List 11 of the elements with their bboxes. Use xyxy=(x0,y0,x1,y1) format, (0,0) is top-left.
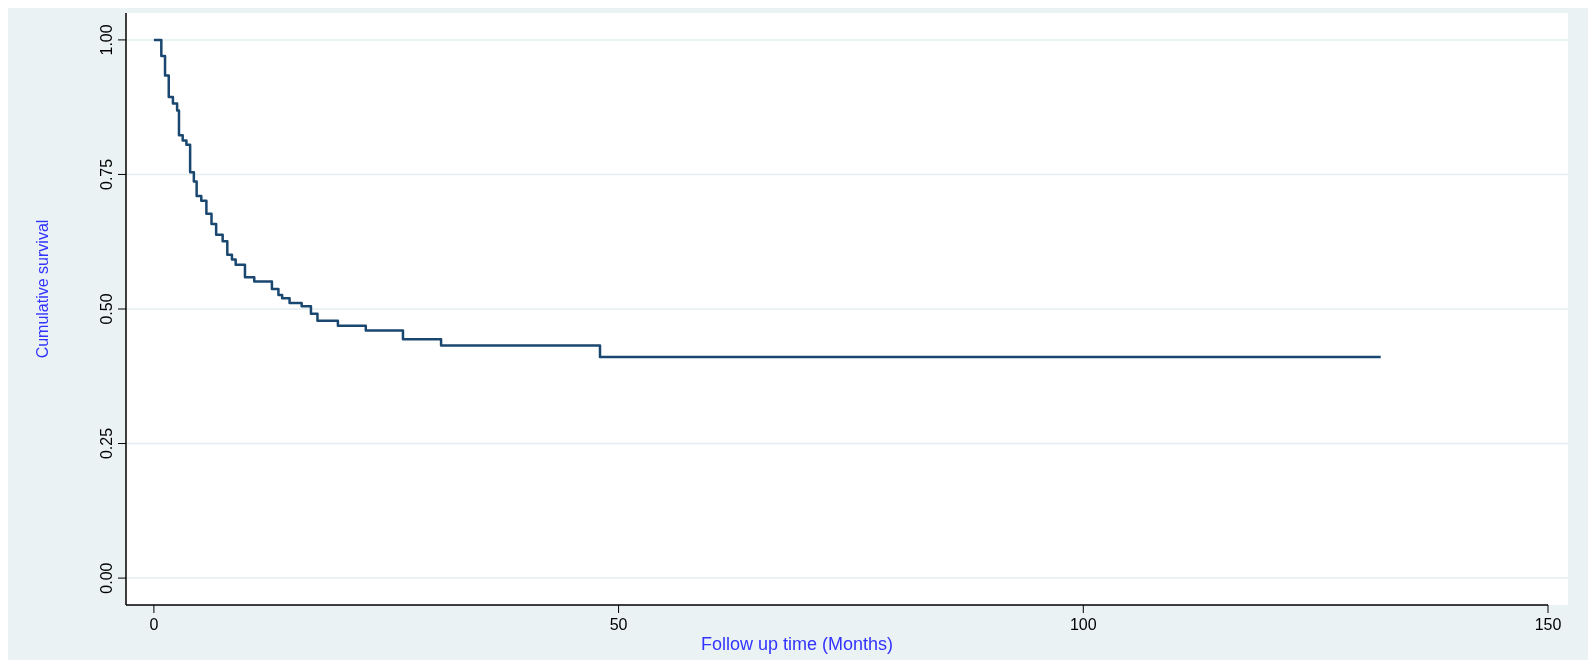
y-tick-label: 0.75 xyxy=(98,158,115,191)
x-tick-label: 150 xyxy=(1534,616,1562,633)
y-axis-title: Cumulative survival xyxy=(34,219,51,359)
x-tick-label: 50 xyxy=(609,616,628,633)
x-tick-label: 100 xyxy=(1069,616,1097,633)
x-tick-label: 0 xyxy=(149,616,159,633)
y-tick-label: 1.00 xyxy=(98,24,115,56)
y-tick-label: 0.25 xyxy=(98,427,115,460)
y-tick-label: 0.50 xyxy=(98,293,115,325)
y-tick-label: 0.00 xyxy=(98,562,115,594)
x-axis-title: Follow up time (Months) xyxy=(700,634,894,654)
